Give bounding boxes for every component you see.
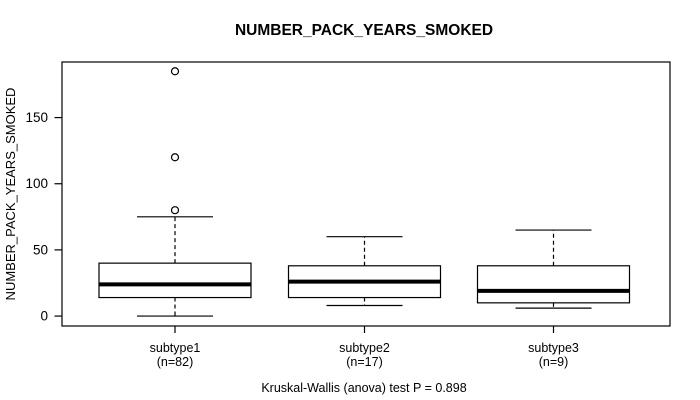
outlier-point (170, 153, 180, 162)
y-axis-tick-label: 150 (25, 110, 48, 125)
iqr-box-subtype3 (476, 265, 631, 304)
group-sublabel-subtype2: (n=17) (346, 355, 382, 369)
plot-border (61, 61, 671, 327)
plot-content: 0 50 100 150 subtype1(n=82) subtype2(n=17) sub… (25, 67, 631, 369)
group-label-subtype3: subtype3 (528, 341, 579, 355)
outlier-point (170, 67, 180, 76)
outlier-point (170, 206, 180, 215)
y-axis-tick-label: 0 (40, 309, 48, 324)
y-axis-tick-label: 100 (25, 176, 48, 191)
group-sublabel-subtype1: (n=82) (157, 355, 193, 369)
y-axis-tick-label: 50 (33, 242, 48, 257)
chart-title: NUMBER_PACK_YEARS_SMOKED (235, 22, 493, 39)
group-label-subtype2: subtype2 (339, 341, 390, 355)
y-axis-title: NUMBER_PACK_YEARS_SMOKED (3, 88, 18, 301)
iqr-box-subtype1 (98, 262, 252, 299)
group-sublabel-subtype3: (n=9) (539, 355, 569, 369)
group-label-subtype1: subtype1 (150, 341, 201, 355)
stat-test-caption: Kruskal-Wallis (anova) test P = 0.898 (261, 381, 466, 395)
